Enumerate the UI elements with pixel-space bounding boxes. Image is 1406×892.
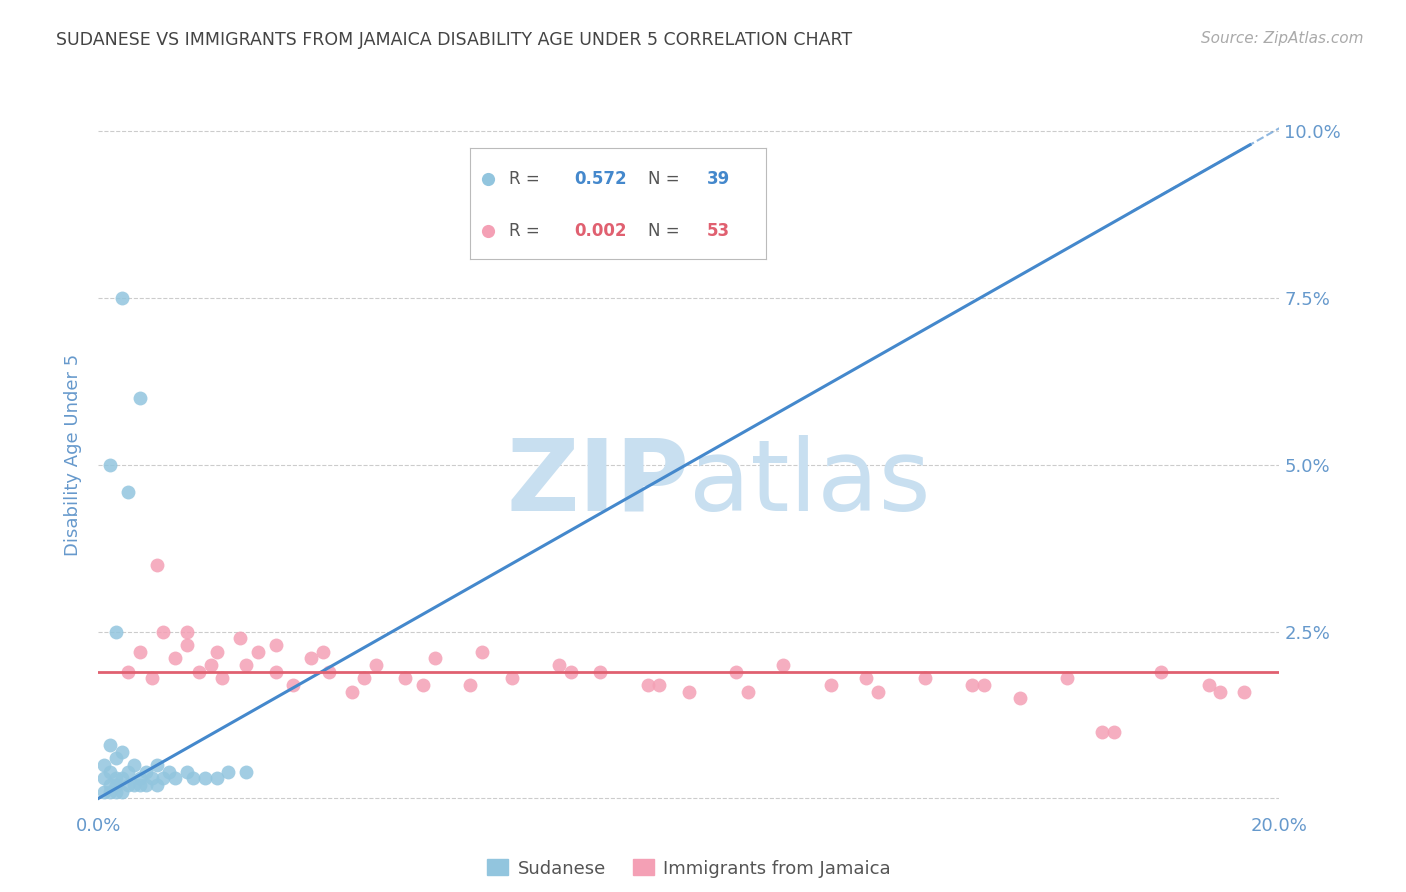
Point <box>135 778 157 792</box>
Point <box>105 785 128 799</box>
Point <box>548 658 571 673</box>
Point <box>98 738 121 752</box>
Point <box>264 638 287 652</box>
Point <box>93 772 115 786</box>
Point <box>501 671 523 685</box>
Point <box>211 671 233 685</box>
Point <box>135 764 157 779</box>
Point <box>146 758 169 772</box>
Point <box>194 772 217 786</box>
Point <box>93 758 115 772</box>
Point <box>589 665 612 679</box>
Point <box>299 651 322 665</box>
Point <box>105 751 128 765</box>
Point <box>973 678 995 692</box>
Point <box>229 632 252 646</box>
Point <box>1091 724 1114 739</box>
Point <box>423 651 446 665</box>
Point <box>1102 724 1125 739</box>
Point <box>235 764 257 779</box>
Text: atlas: atlas <box>689 435 931 532</box>
Point <box>98 785 121 799</box>
Point <box>111 745 134 759</box>
Point <box>122 758 145 772</box>
Point <box>866 684 889 698</box>
Point <box>312 645 335 659</box>
Point <box>176 624 198 639</box>
Point <box>117 665 139 679</box>
Point <box>98 778 121 792</box>
Text: Source: ZipAtlas.com: Source: ZipAtlas.com <box>1201 31 1364 46</box>
Point <box>1209 684 1232 698</box>
Point <box>117 484 139 499</box>
Point <box>93 785 115 799</box>
Point <box>283 678 305 692</box>
Point <box>128 778 150 792</box>
Point <box>364 658 387 673</box>
Point <box>412 678 434 692</box>
Point <box>128 391 150 405</box>
Point <box>128 645 150 659</box>
Point <box>105 772 128 786</box>
Point <box>165 772 187 786</box>
Point <box>246 645 269 659</box>
Point <box>1008 691 1031 706</box>
Point <box>176 764 198 779</box>
Point <box>217 764 239 779</box>
Point <box>157 764 180 779</box>
Point <box>342 684 364 698</box>
Point <box>117 778 139 792</box>
Point <box>637 678 659 692</box>
Point <box>394 671 416 685</box>
Y-axis label: Disability Age Under 5: Disability Age Under 5 <box>65 354 83 556</box>
Point <box>460 678 482 692</box>
Point <box>111 785 134 799</box>
Point <box>98 458 121 472</box>
Point <box>98 764 121 779</box>
Point <box>146 778 169 792</box>
Point <box>318 665 340 679</box>
Point <box>1056 671 1078 685</box>
Point <box>648 678 671 692</box>
Point <box>176 638 198 652</box>
Point <box>181 772 204 786</box>
Point <box>1233 684 1256 698</box>
Point <box>737 684 759 698</box>
Point <box>105 624 128 639</box>
Point <box>117 764 139 779</box>
Point <box>820 678 842 692</box>
Point <box>1150 665 1173 679</box>
Point <box>772 658 794 673</box>
Point <box>152 772 174 786</box>
Point <box>111 772 134 786</box>
Point <box>855 671 877 685</box>
Point <box>105 778 128 792</box>
Point <box>353 671 375 685</box>
Point <box>678 684 700 698</box>
Point <box>235 658 257 673</box>
Point <box>111 291 134 305</box>
Point <box>200 658 222 673</box>
Point <box>914 671 936 685</box>
Point <box>725 665 748 679</box>
Point <box>962 678 984 692</box>
Point <box>264 665 287 679</box>
Point <box>187 665 209 679</box>
Text: SUDANESE VS IMMIGRANTS FROM JAMAICA DISABILITY AGE UNDER 5 CORRELATION CHART: SUDANESE VS IMMIGRANTS FROM JAMAICA DISA… <box>56 31 852 49</box>
Point <box>141 671 163 685</box>
Point <box>471 645 494 659</box>
Text: ZIP: ZIP <box>506 435 689 532</box>
Point <box>152 624 174 639</box>
Point <box>165 651 187 665</box>
Point <box>560 665 582 679</box>
Point <box>1198 678 1220 692</box>
Point <box>141 772 163 786</box>
Point <box>128 772 150 786</box>
Point <box>205 645 228 659</box>
Point <box>146 558 169 572</box>
Point <box>205 772 228 786</box>
Point <box>122 778 145 792</box>
Legend: Sudanese, Immigrants from Jamaica: Sudanese, Immigrants from Jamaica <box>479 852 898 885</box>
